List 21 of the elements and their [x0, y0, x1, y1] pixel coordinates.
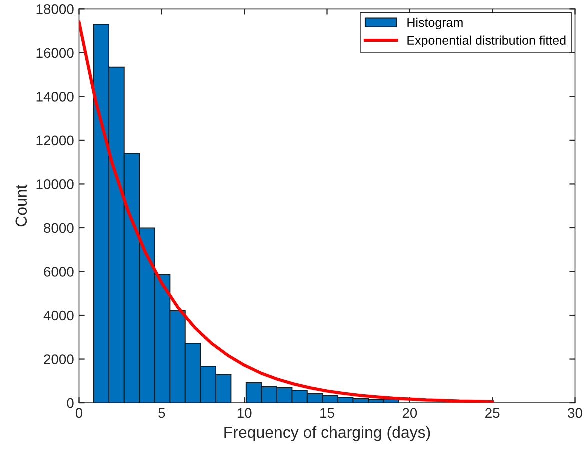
- legend-label: Exponential distribution fitted: [408, 36, 566, 48]
- legend-label: Histogram: [408, 18, 463, 30]
- x-tick-label: 20: [402, 408, 418, 418]
- y-tick-label: 10000: [36, 180, 74, 190]
- x-tick-label: 5: [158, 408, 166, 418]
- y-tick-label: 0: [67, 398, 74, 408]
- x-tick-label: 0: [76, 408, 83, 418]
- x-tick-label: 25: [486, 408, 500, 418]
- y-tick-label: 18000: [36, 4, 74, 14]
- x-axis-title: Frequency of charging (days): [224, 426, 430, 442]
- y-tick-label: 8000: [44, 223, 74, 234]
- x-tick-label: 30: [568, 408, 582, 418]
- x-tick-label: 15: [320, 408, 334, 418]
- x-tick-label: 10: [238, 408, 252, 418]
- y-tick-label: 6000: [44, 267, 74, 277]
- y-axis-title: Count: [16, 184, 28, 227]
- y-tick-label: 2000: [44, 354, 74, 364]
- y-tick-label: 14000: [36, 92, 74, 102]
- y-tick-label: 4000: [44, 310, 74, 321]
- y-tick-label: 12000: [36, 136, 74, 146]
- y-tick-label: 16000: [36, 48, 74, 58]
